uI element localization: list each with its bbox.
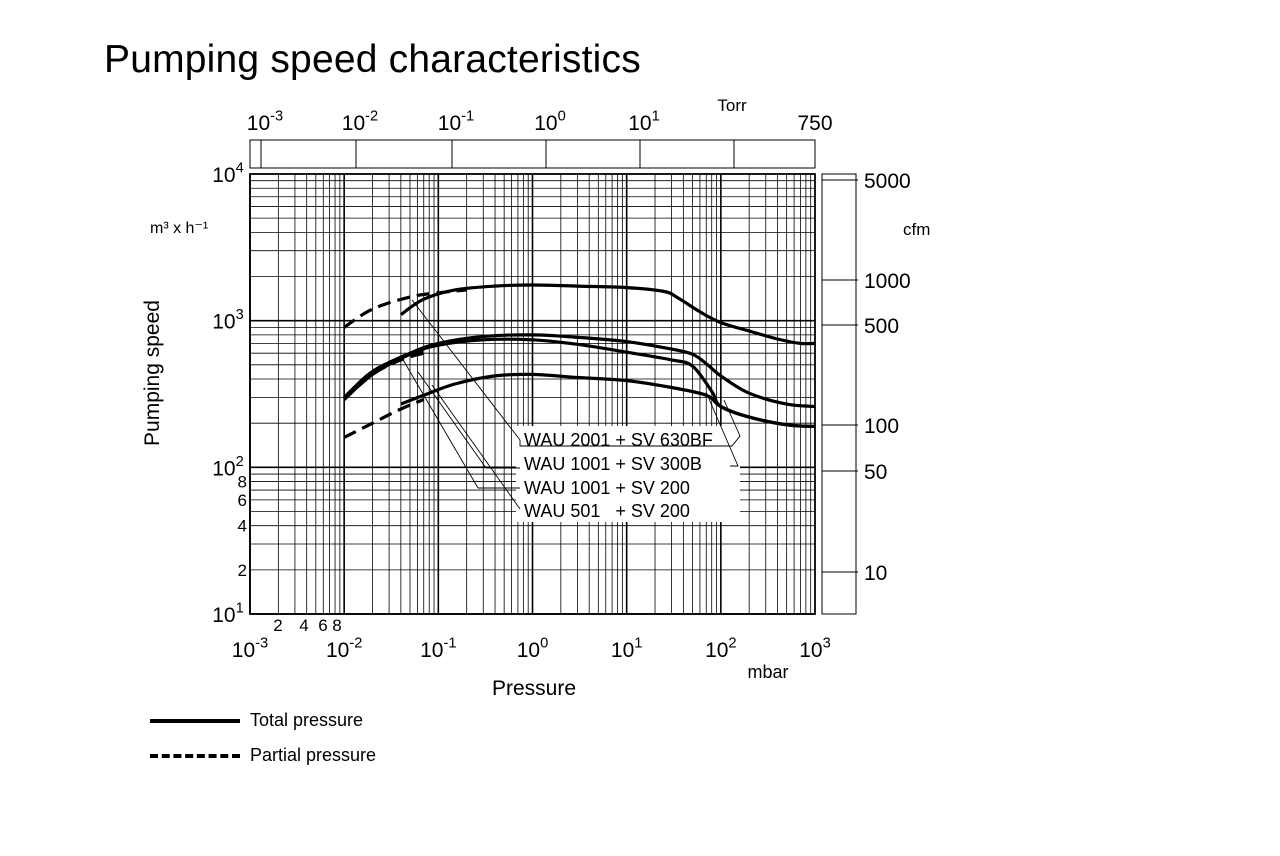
y-axis-label: Pumping speed — [141, 300, 164, 446]
x-tick-label: 102 — [705, 636, 737, 662]
x-tick-label: 10-1 — [420, 636, 456, 662]
series-leader-line-0 — [411, 299, 521, 441]
series-partial-line-2 — [343, 351, 425, 401]
y-tick-label: 101 — [212, 601, 244, 627]
series-total-line-3 — [400, 372, 816, 428]
cfm-tick-label: 500 — [864, 315, 899, 338]
torr-unit: Torr — [717, 96, 747, 115]
y-tick-label: 102 — [212, 454, 244, 480]
x-minor-label: 8 — [332, 616, 341, 635]
torr-axis-frame — [249, 139, 816, 169]
legend-total-swatch — [150, 718, 240, 723]
series-label-1: WAU 1001 + SV 300B — [524, 454, 702, 474]
x-tick-label: 10-2 — [326, 636, 362, 662]
legend-total: Total pressure — [150, 710, 363, 731]
series-label-0: WAU 2001 + SV 630BF — [524, 430, 713, 450]
torr-tick-label: 750 — [797, 112, 832, 135]
chart-frames — [249, 139, 858, 615]
cfm-unit: cfm — [903, 220, 930, 239]
legend-partial: Partial pressure — [150, 745, 376, 766]
x-tick-label: 100 — [517, 636, 549, 662]
series-total-line-2 — [343, 337, 816, 428]
x-minor-label: 4 — [299, 616, 308, 635]
x-tick-label: 10-3 — [232, 636, 268, 662]
y-tick-label: 104 — [212, 161, 244, 187]
series-label-2: WAU 1001 + SV 200 — [524, 478, 690, 498]
cfm-tick-label: 100 — [864, 415, 899, 438]
y-minor-label: 8 — [238, 473, 247, 492]
torr-tick-label: 10-3 — [247, 109, 283, 135]
legend-partial-label: Partial pressure — [250, 745, 377, 765]
legend-partial-swatch — [150, 753, 240, 758]
series-leader-line-right-1 — [705, 391, 739, 467]
x-tick-label: 101 — [611, 636, 643, 662]
torr-tick-label: 10-1 — [438, 109, 474, 135]
y-minor-label: 4 — [238, 517, 247, 536]
cfm-tick-label: 5000 — [864, 170, 911, 193]
series-partial-line-3 — [343, 398, 425, 439]
series-partial-line-0 — [343, 288, 467, 329]
page-title: Pumping speed characteristics — [104, 38, 641, 81]
x-tick-label: 103 — [799, 636, 831, 662]
cfm-tick-label: 1000 — [864, 270, 911, 293]
series-label-box — [516, 426, 740, 522]
y-minor-label: 6 — [238, 491, 247, 510]
chart-series — [343, 283, 816, 522]
series-leader-line-2 — [401, 357, 479, 489]
cfm-tick-label: 50 — [864, 461, 887, 484]
x-minor-label: 6 — [318, 616, 327, 635]
y-minor-label: 2 — [238, 561, 247, 580]
x-minor-label: 2 — [273, 616, 282, 635]
series-label-3: WAU 501 + SV 200 — [524, 501, 690, 521]
cfm-axis-frame — [821, 173, 857, 615]
torr-tick-label: 10-2 — [342, 109, 378, 135]
cfm-tick-label: 10 — [864, 562, 887, 585]
x-axis-unit: mbar — [747, 662, 788, 682]
chart-grid — [249, 174, 815, 615]
torr-tick-label: 100 — [534, 109, 566, 135]
plot-frame — [249, 173, 816, 615]
chart-labels: 10-3 10-2 10-1 100 101 750 Torr 5000 1000 500 100 5… — [141, 96, 930, 700]
torr-tick-label: 101 — [628, 109, 660, 135]
series-leader-line-1 — [417, 371, 487, 469]
series-leader-line-right-0 — [519, 399, 741, 447]
legend-total-label: Total pressure — [250, 710, 364, 730]
y-axis-unit: m³ x h⁻¹ — [150, 220, 208, 237]
series-total-line-0 — [399, 283, 816, 346]
y-tick-label: 103 — [212, 307, 244, 333]
x-axis-label: Pressure — [492, 677, 576, 700]
